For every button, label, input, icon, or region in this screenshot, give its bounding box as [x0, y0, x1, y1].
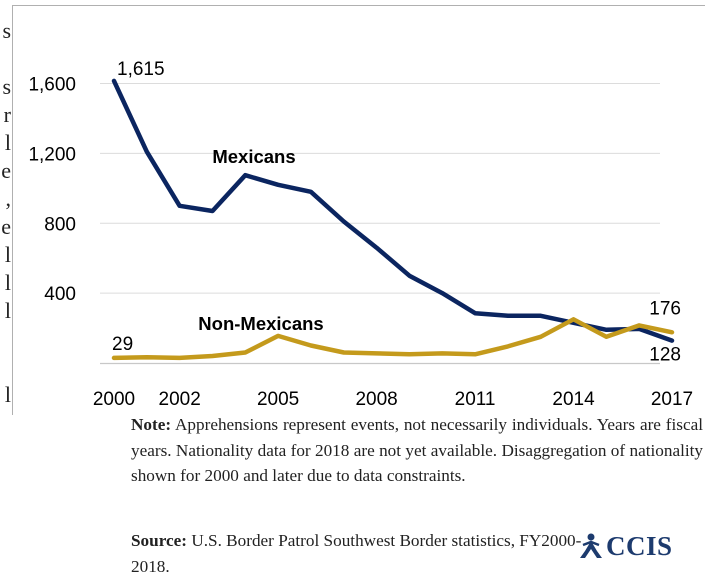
cropped-left-char: ,	[5, 186, 12, 211]
cropped-left-char: s	[2, 18, 11, 43]
cropped-left-char: l	[4, 382, 11, 407]
cropped-left-char: e	[1, 214, 11, 239]
cropped-left-char: l	[4, 130, 11, 155]
x-tick-label: 2002	[159, 389, 201, 410]
y-tick-labels: 400 800 1,200 1,600	[28, 75, 76, 306]
line-chart: 400 800 1,200 1,600 2000 2002 2005 2008 2011 201…	[12, 5, 705, 415]
data-label-non-mexicans-end: 176	[649, 298, 681, 319]
x-tick-label: 2014	[552, 389, 595, 410]
logo-text: CCIS	[606, 530, 673, 561]
note-text: Apprehensions represent events, not nece…	[131, 415, 703, 486]
source-note: Source: U.S. Border Patrol Southwest Bor…	[131, 528, 591, 579]
series-line-non-mexicans	[111, 317, 675, 361]
cropped-left-char: l	[4, 242, 11, 267]
x-tick-label: 2000	[93, 389, 135, 410]
y-tick-label: 1,200	[28, 144, 76, 165]
data-label-mexicans-start: 1,615	[117, 59, 165, 80]
x-tick-label: 2008	[355, 389, 397, 410]
figure-notes: Note: Apprehensions represent events, no…	[131, 412, 703, 489]
x-tick-label: 2017	[651, 389, 693, 410]
figure-logo-icon	[580, 533, 602, 558]
cropped-left-char: e	[1, 158, 11, 183]
cropped-left-char: s	[2, 74, 11, 99]
x-tick-labels: 2000 2002 2005 2008 2011 2014 2017	[93, 389, 693, 410]
series-name-label: Non-Mexicans	[198, 313, 323, 334]
source-text: U.S. Border Patrol Southwest Border stat…	[131, 531, 582, 576]
source-label: Source:	[131, 531, 188, 550]
data-label-mexicans-end: 128	[649, 345, 681, 366]
cropped-left-char: l	[4, 298, 11, 323]
data-label-non-mexicans-start: 29	[112, 334, 133, 355]
cropped-left-char: r	[3, 102, 11, 127]
series-line-mexicans	[111, 78, 675, 343]
data-labels: Mexicans Non-Mexicans 1,615 29 176 128	[112, 59, 681, 366]
gridlines	[100, 83, 660, 294]
x-tick-label: 2011	[455, 389, 496, 410]
note-paragraph: Note: Apprehensions represent events, no…	[131, 412, 703, 489]
cropped-left-char: l	[4, 270, 11, 295]
x-tick-label: 2005	[257, 389, 299, 410]
ccis-logo: CCIS	[576, 530, 673, 562]
y-tick-label: 400	[44, 284, 76, 305]
note-label: Note:	[131, 415, 172, 434]
y-tick-label: 800	[44, 214, 76, 235]
series-name-label: Mexicans	[212, 146, 295, 167]
y-tick-label: 1,600	[28, 75, 76, 96]
series-lines	[111, 78, 675, 361]
